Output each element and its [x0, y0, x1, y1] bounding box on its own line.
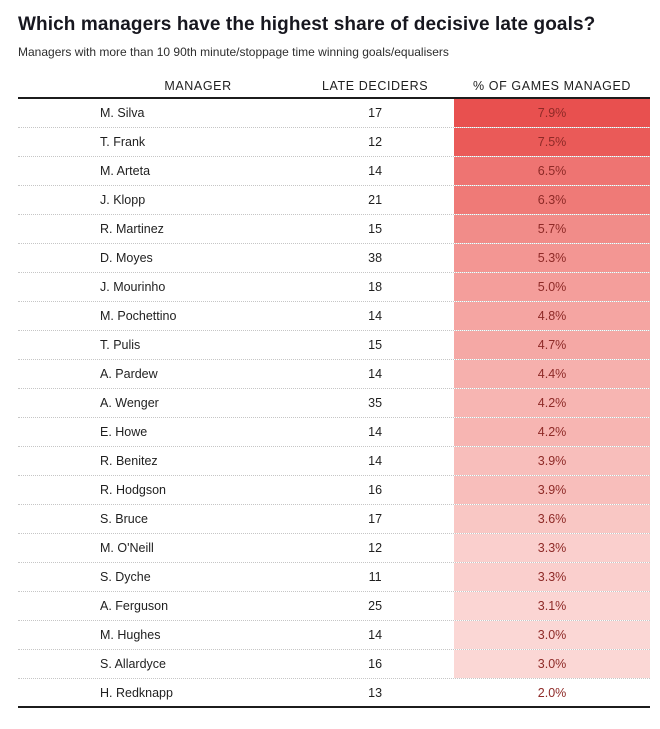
column-header-manager: MANAGER — [164, 79, 232, 93]
manager-name: R. Martinez — [100, 222, 164, 236]
table-row: M. Silva 17 7.9% — [18, 99, 650, 128]
chart-container: Which managers have the highest share of… — [18, 14, 650, 708]
late-deciders-value: 12 — [368, 135, 383, 149]
pct-games-managed-cell: 3.0% — [454, 621, 650, 649]
pct-games-managed-cell: 5.0% — [454, 273, 650, 301]
table-row: R. Benitez 14 3.9% — [18, 447, 650, 476]
table-row: S. Bruce 17 3.6% — [18, 505, 650, 534]
managers-table: MANAGER LATE DECIDERS % OF GAMES MANAGED… — [18, 75, 650, 708]
pct-games-managed-cell: 3.0% — [454, 650, 650, 678]
manager-name: M. Silva — [100, 106, 145, 120]
pct-games-managed-cell: 3.9% — [454, 447, 650, 475]
pct-games-managed-cell: 7.9% — [454, 99, 650, 127]
table-row: J. Mourinho 18 5.0% — [18, 273, 650, 302]
manager-name: T. Frank — [100, 135, 146, 149]
table-header-row: MANAGER LATE DECIDERS % OF GAMES MANAGED — [18, 75, 650, 99]
manager-name: J. Klopp — [100, 193, 146, 207]
table-row: A. Pardew 14 4.4% — [18, 360, 650, 389]
manager-name: M. Pochettino — [100, 309, 177, 323]
manager-name: T. Pulis — [100, 338, 141, 352]
table-row: M. Hughes 14 3.0% — [18, 621, 650, 650]
manager-name: E. Howe — [100, 425, 148, 439]
table-row: J. Klopp 21 6.3% — [18, 186, 650, 215]
pct-games-managed-cell: 6.5% — [454, 157, 650, 185]
late-deciders-value: 12 — [368, 541, 383, 555]
manager-name: S. Allardyce — [100, 657, 167, 671]
late-deciders-value: 14 — [368, 454, 383, 468]
manager-name: M. Hughes — [100, 628, 161, 642]
late-deciders-value: 14 — [368, 164, 383, 178]
table-row: A. Wenger 35 4.2% — [18, 389, 650, 418]
late-deciders-value: 16 — [368, 483, 383, 497]
late-deciders-value: 25 — [368, 599, 383, 613]
pct-games-managed-cell: 3.9% — [454, 476, 650, 504]
late-deciders-value: 15 — [368, 338, 383, 352]
manager-name: M. Arteta — [100, 164, 151, 178]
table-row: E. Howe 14 4.2% — [18, 418, 650, 447]
table-row: T. Pulis 15 4.7% — [18, 331, 650, 360]
manager-name: R. Hodgson — [100, 483, 167, 497]
late-deciders-value: 17 — [368, 106, 383, 120]
late-deciders-value: 14 — [368, 309, 383, 323]
late-deciders-value: 21 — [368, 193, 383, 207]
pct-games-managed-cell: 5.7% — [454, 215, 650, 243]
late-deciders-value: 15 — [368, 222, 383, 236]
pct-games-managed-cell: 3.3% — [454, 534, 650, 562]
table-row: S. Allardyce 16 3.0% — [18, 650, 650, 679]
late-deciders-value: 14 — [368, 367, 383, 381]
late-deciders-value: 14 — [368, 425, 383, 439]
page-title: Which managers have the highest share of… — [18, 14, 596, 35]
pct-games-managed-cell: 2.0% — [454, 679, 650, 706]
pct-games-managed-cell: 5.3% — [454, 244, 650, 272]
late-deciders-value: 16 — [368, 657, 383, 671]
table-row: H. Redknapp 13 2.0% — [18, 679, 650, 708]
table-row: R. Martinez 15 5.7% — [18, 215, 650, 244]
pct-games-managed-cell: 4.8% — [454, 302, 650, 330]
pct-games-managed-cell: 4.2% — [454, 389, 650, 417]
pct-games-managed-cell: 3.1% — [454, 592, 650, 620]
manager-name: A. Pardew — [100, 367, 158, 381]
late-deciders-value: 18 — [368, 280, 383, 294]
table-row: S. Dyche 11 3.3% — [18, 563, 650, 592]
manager-name: R. Benitez — [100, 454, 158, 468]
pct-games-managed-cell: 4.7% — [454, 331, 650, 359]
pct-games-managed-cell: 3.6% — [454, 505, 650, 533]
manager-name: J. Mourinho — [100, 280, 166, 294]
table-row: D. Moyes 38 5.3% — [18, 244, 650, 273]
table-row: T. Frank 12 7.5% — [18, 128, 650, 157]
manager-name: S. Bruce — [100, 512, 148, 526]
late-deciders-value: 17 — [368, 512, 383, 526]
late-deciders-value: 14 — [368, 628, 383, 642]
pct-games-managed-cell: 3.3% — [454, 563, 650, 591]
table-row: M. Pochettino 14 4.8% — [18, 302, 650, 331]
pct-games-managed-cell: 7.5% — [454, 128, 650, 156]
late-deciders-value: 11 — [368, 570, 382, 584]
manager-name: A. Ferguson — [100, 599, 169, 613]
table-row: A. Ferguson 25 3.1% — [18, 592, 650, 621]
table-row: M. O'Neill 12 3.3% — [18, 534, 650, 563]
column-header-pct-games-managed: % OF GAMES MANAGED — [473, 79, 632, 93]
pct-games-managed-cell: 6.3% — [454, 186, 650, 214]
manager-name: M. O'Neill — [100, 541, 154, 555]
table-row: R. Hodgson 16 3.9% — [18, 476, 650, 505]
page-subtitle: Managers with more than 10 90th minute/s… — [18, 45, 449, 59]
manager-name: A. Wenger — [100, 396, 159, 410]
column-header-late-deciders: LATE DECIDERS — [321, 79, 429, 93]
manager-name: S. Dyche — [100, 570, 151, 584]
manager-name: H. Redknapp — [100, 685, 173, 700]
pct-games-managed-cell: 4.2% — [454, 418, 650, 446]
pct-games-managed-cell: 4.4% — [454, 360, 650, 388]
late-deciders-value: 13 — [368, 685, 383, 700]
table-body: M. Silva 17 7.9% T. Frank 12 7.5% M. Arteta 14 6… — [18, 99, 650, 708]
table-row: M. Arteta 14 6.5% — [18, 157, 650, 186]
late-deciders-value: 35 — [368, 396, 383, 410]
manager-name: D. Moyes — [100, 251, 153, 265]
late-deciders-value: 38 — [368, 251, 383, 265]
